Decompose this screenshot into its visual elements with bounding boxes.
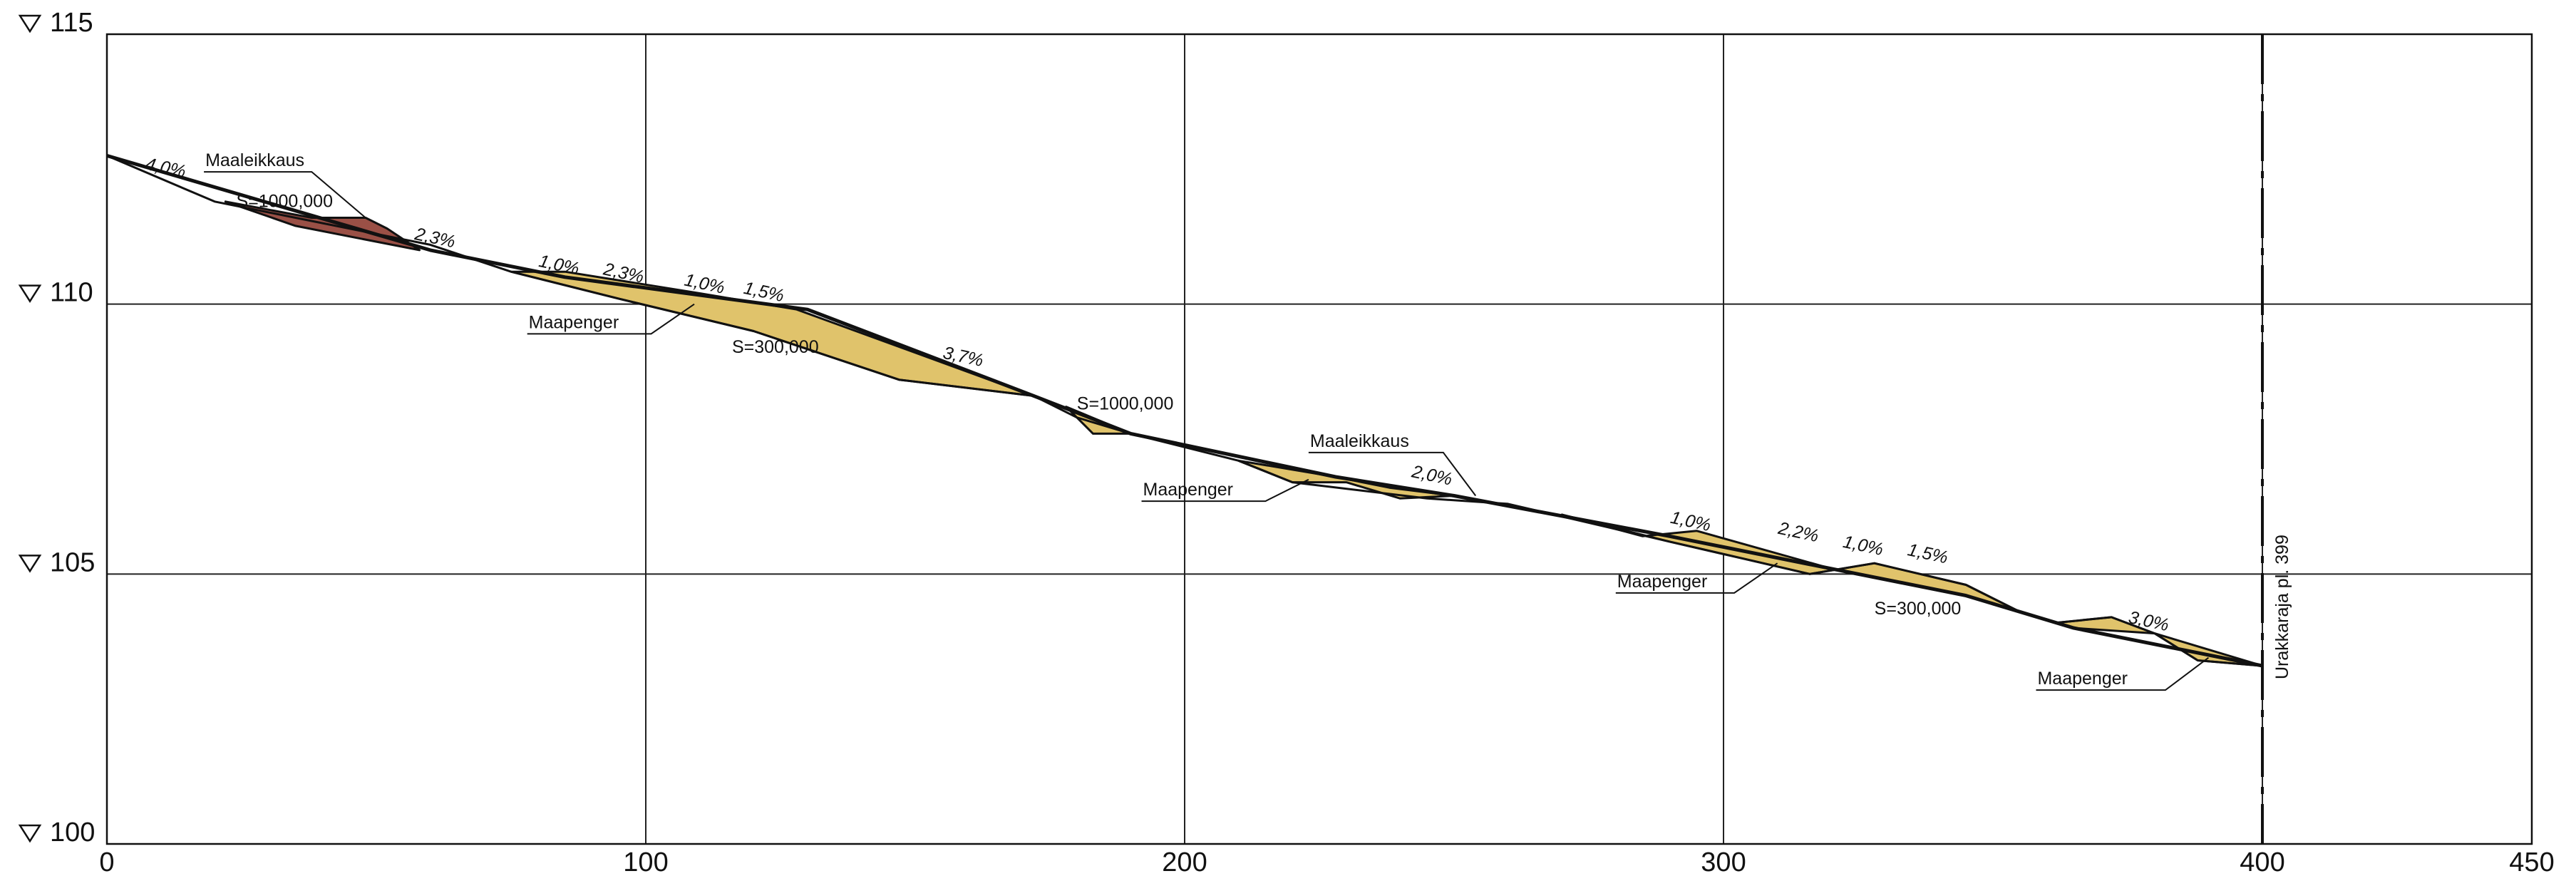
design-line xyxy=(106,154,2263,668)
leader-line-0 xyxy=(204,171,366,219)
curve-label-15: S=1000,000 xyxy=(1077,393,1174,413)
x-tick-label-450: 450 xyxy=(2509,847,2554,877)
elevation-marker-115 xyxy=(18,14,42,34)
leader-labels: Maaleikkaus Maapenger Maaleikkaus Maapenger… xyxy=(204,150,2210,691)
y-tick-label-105: 105 xyxy=(50,547,95,577)
y-tick-label-110: 110 xyxy=(50,278,93,308)
x-tick-label-400: 400 xyxy=(2240,847,2284,877)
grid xyxy=(107,34,2532,844)
leader-label-5: Maapenger xyxy=(2037,669,2127,689)
profile-lines xyxy=(106,154,2263,668)
x-tick-label-300: 300 xyxy=(1701,847,1746,877)
elevation-marker-100 xyxy=(18,824,42,843)
contract-boundary: Urakkaraja pl. 399 xyxy=(2261,34,2292,844)
leader-label-1: Maapenger xyxy=(529,312,619,332)
leader-line-3 xyxy=(1141,478,1309,503)
leader-label-4: Maapenger xyxy=(1617,572,1707,592)
x-tick-label-100: 100 xyxy=(623,847,668,877)
elevation-marker-105 xyxy=(18,555,42,573)
leader-line-4 xyxy=(1615,562,1778,594)
x-tick-label-0: 0 xyxy=(99,847,114,877)
curve-label-13: S=1000,000 xyxy=(236,191,333,211)
leader-label-3: Maapenger xyxy=(1143,480,1233,500)
elevation-marker-110 xyxy=(18,284,42,303)
y-tick-label-115: 115 xyxy=(50,8,93,38)
x-tick-label-200: 200 xyxy=(1162,847,1207,877)
leader-line-5 xyxy=(2036,656,2210,691)
plot-frame xyxy=(105,33,2533,845)
ground-line xyxy=(106,155,2263,667)
leader-label-2: Maaleikkaus xyxy=(1310,431,1409,451)
leader-label-0: Maaleikkaus xyxy=(205,150,304,170)
curve-label-16: S=300,000 xyxy=(1875,599,1962,619)
y-tick-label-100: 100 xyxy=(50,818,95,847)
leader-line-1 xyxy=(527,303,695,335)
contract-boundary-label: Urakkaraja pl. 399 xyxy=(2272,535,2292,679)
leader-line-2 xyxy=(1308,451,1477,497)
curve-label-14: S=300,000 xyxy=(732,337,819,357)
